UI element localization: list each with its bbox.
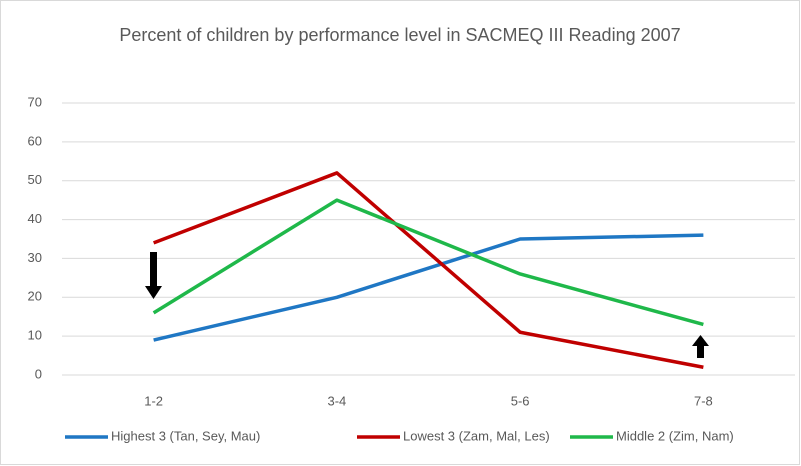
annotation-arrows <box>145 252 709 358</box>
up-arrow <box>692 335 709 358</box>
x-tick-label: 5-6 <box>511 393 530 408</box>
y-tick-label: 70 <box>28 94 42 109</box>
y-tick-label: 40 <box>28 211 42 226</box>
chart-title: Percent of children by performance level… <box>119 25 681 45</box>
y-tick-label: 0 <box>35 366 42 381</box>
legend-label: Middle 2 (Zim, Nam) <box>616 428 734 443</box>
y-tick-label: 50 <box>28 172 42 187</box>
x-tick-label: 3-4 <box>327 393 346 408</box>
y-tick-label: 20 <box>28 289 42 304</box>
series-line <box>152 198 704 327</box>
legend-label: Highest 3 (Tan, Sey, Mau) <box>111 428 260 443</box>
x-tick-label: 1-2 <box>144 393 163 408</box>
series-line <box>153 233 704 342</box>
legend-label: Lowest 3 (Zam, Mal, Les) <box>403 428 550 443</box>
y-tick-label: 60 <box>28 133 42 148</box>
x-tick-label: 7-8 <box>694 393 713 408</box>
y-tick-label: 10 <box>28 328 42 343</box>
series-line <box>153 171 704 369</box>
down-arrow <box>145 252 162 299</box>
y-tick-label: 30 <box>28 250 42 265</box>
